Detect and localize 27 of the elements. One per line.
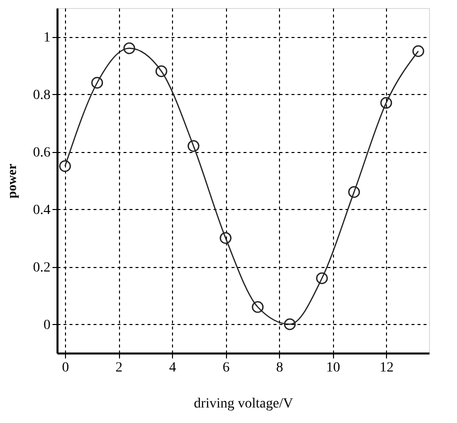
x-tick-label: 10 [326, 360, 340, 376]
y-tick-label: 0.6 [33, 145, 50, 160]
point [155, 65, 168, 78]
point [59, 160, 71, 172]
point [123, 42, 136, 54]
point [284, 318, 296, 330]
x-axis-title: driving voltage/V [194, 396, 294, 412]
point [91, 76, 104, 89]
point [252, 301, 264, 313]
point [188, 140, 200, 152]
point [316, 272, 328, 284]
point [380, 96, 392, 109]
x-tick-label: 6 [222, 360, 230, 376]
y-tick-label: 1 [44, 30, 50, 46]
point [220, 232, 232, 244]
y-axis-title: power [4, 163, 19, 198]
y-tick-label: 0.4 [33, 202, 50, 218]
x-tick-label: 2 [116, 360, 123, 376]
point [348, 186, 360, 198]
y-tick-label: 0.8 [33, 88, 50, 103]
y-tick-label: 0 [44, 318, 50, 333]
x-tick-label: 12 [380, 360, 394, 376]
x-tick-label: 0 [62, 360, 70, 376]
y-tick-label: 0.2 [33, 260, 50, 276]
x-tick-label: 8 [276, 360, 284, 376]
point [412, 45, 424, 58]
x-tick-label: 4 [169, 360, 176, 376]
